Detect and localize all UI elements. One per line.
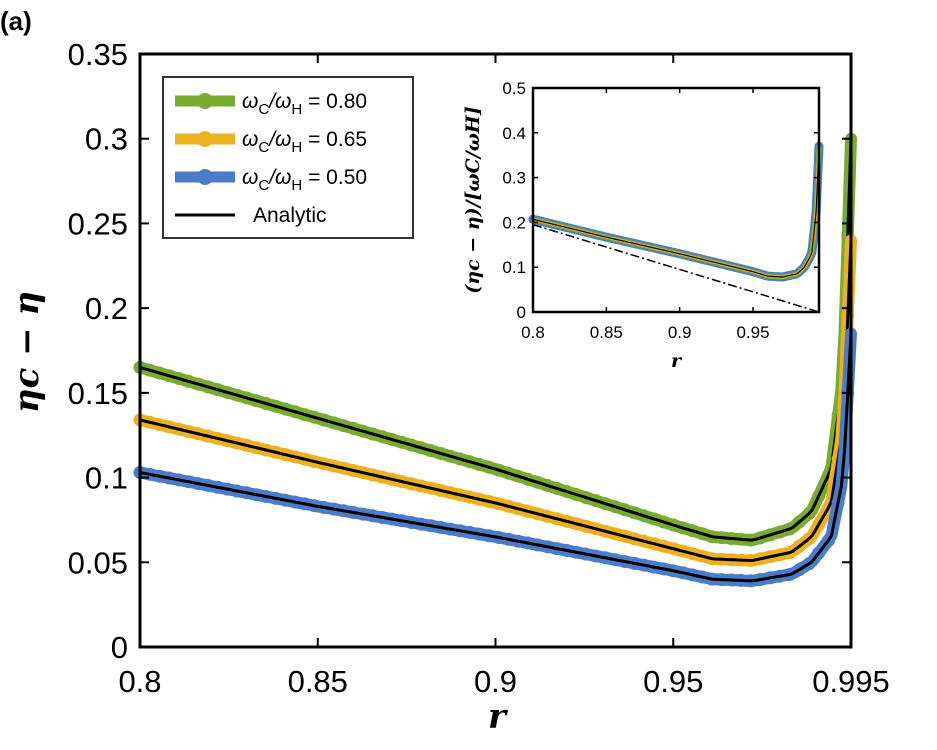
main-y-tick-label: 0.15 bbox=[68, 376, 128, 411]
inset-y-tick-label: 0.3 bbox=[502, 169, 526, 188]
inset-frame bbox=[531, 86, 821, 314]
main-x-tick-label: 0.995 bbox=[812, 664, 890, 699]
legend-label: ωC/ωH = 0.65 bbox=[242, 128, 367, 156]
inset-y-tick-label: 0.2 bbox=[502, 213, 526, 232]
main-y-ticks: 0 0.05 0.1 0.15 0.2 0.25 0.3 0.35 bbox=[68, 37, 851, 665]
main-y-tick-label: 0.35 bbox=[68, 37, 128, 72]
legend-label: Analytic bbox=[253, 204, 327, 227]
inset-y-tick-label: 0.1 bbox=[502, 258, 526, 277]
inset-x-tick-label: 0.95 bbox=[736, 323, 769, 342]
main-y-tick-label: 0 bbox=[111, 630, 128, 665]
inset-x-tick-label: 0.9 bbox=[668, 323, 692, 342]
legend-swatch-marker bbox=[197, 131, 213, 147]
main-series-group bbox=[133, 132, 857, 588]
inset-analytic-line bbox=[532, 146, 820, 278]
inset-asymptote-line bbox=[532, 223, 820, 313]
inset-y-label: (ηc − η)/[ωC/ωH] bbox=[462, 106, 484, 293]
main-y-tick-label: 0.25 bbox=[68, 206, 128, 241]
main-y-tick-label: 0.3 bbox=[85, 122, 128, 157]
legend-swatch-marker bbox=[197, 93, 213, 109]
inset-y-tick-label: 0.5 bbox=[502, 79, 526, 98]
main-x-tick-label: 0.9 bbox=[474, 664, 517, 699]
analytic-line-1 bbox=[139, 240, 853, 563]
inset-x-tick-label: 0.8 bbox=[521, 323, 545, 342]
inset-x-ticks: 0.8 0.85 0.9 0.95 bbox=[521, 88, 770, 342]
main-x-tick-label: 0.95 bbox=[643, 664, 703, 699]
analytic-line-2 bbox=[139, 333, 853, 583]
inset-x-tick-label: 0.85 bbox=[590, 323, 623, 342]
legend: ωC/ωH = 0.80 ωC/ωH = 0.65 ωC/ωH = 0.50 Anal… bbox=[162, 76, 414, 239]
inset-plot: 0.8 0.85 0.9 0.95 0 0.1 0.2 0.3 0.4 0.5 r (ηc − … bbox=[462, 79, 824, 372]
main-y-tick-label: 0.1 bbox=[85, 461, 128, 496]
main-x-label: r bbox=[488, 697, 508, 737]
inset-y-tick-label: 0 bbox=[517, 303, 526, 322]
main-x-tick-label: 0.85 bbox=[288, 664, 348, 699]
legend-label: ωC/ωH = 0.50 bbox=[242, 166, 367, 194]
main-y-tick-label: 0.05 bbox=[68, 545, 128, 580]
legend-swatch-marker bbox=[197, 169, 213, 185]
main-plot: 0.8 0.85 0.9 0.95 0.995 00.050.10.150.20.250… bbox=[7, 37, 890, 737]
main-x-ticks: 0.8 0.85 0.9 0.95 0.995 bbox=[118, 54, 890, 699]
inset-y-ticks: 0 0.1 0.2 0.3 0.4 0.5 bbox=[502, 79, 819, 322]
inset-x-label: r bbox=[671, 350, 683, 372]
main-x-tick-label: 0.8 bbox=[118, 664, 161, 699]
legend-label: ωC/ωH = 0.80 bbox=[242, 90, 367, 118]
analytic-line-0 bbox=[139, 138, 853, 542]
main-y-tick-label: 0.2 bbox=[85, 291, 128, 326]
panel-label: (a) bbox=[0, 6, 32, 36]
inset-y-tick-label: 0.4 bbox=[502, 124, 526, 143]
inset-series-group bbox=[528, 141, 824, 313]
legend-entries: ωC/ωH = 0.80 ωC/ωH = 0.65 ωC/ωH = 0.50 Anal… bbox=[175, 90, 367, 227]
main-y-label: ηc − η bbox=[7, 291, 47, 413]
